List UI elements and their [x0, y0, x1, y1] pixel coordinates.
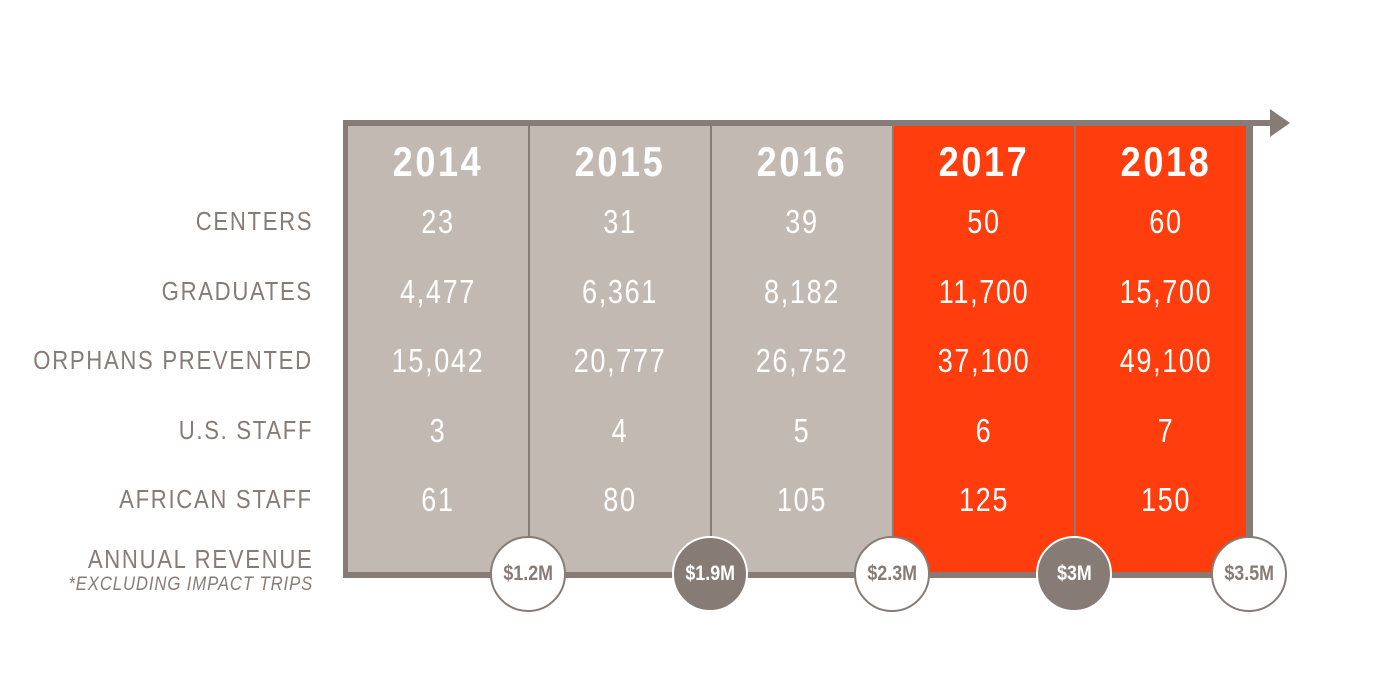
- year-column-2018: [1076, 126, 1246, 572]
- revenue-badge: $3.5M: [1211, 536, 1287, 612]
- data-cell: 26,752: [755, 342, 849, 379]
- revenue-badge: $1.2M: [490, 536, 566, 612]
- row-label: ORPHANS PREVENTED: [33, 345, 313, 375]
- revenue-badge-value: $3.5M: [1224, 562, 1274, 585]
- column-divider: [892, 126, 894, 572]
- frame-left-edge: [343, 120, 348, 578]
- data-cell: 80: [603, 481, 637, 518]
- data-cell: 39: [785, 203, 819, 240]
- data-cell: 15,042: [391, 342, 485, 379]
- year-header: 2015: [574, 138, 666, 185]
- row-label: GRADUATES: [161, 276, 313, 306]
- data-cell: 3: [429, 412, 447, 449]
- data-cell: 31: [603, 203, 637, 240]
- row-label: AFRICAN STAFF: [119, 484, 313, 514]
- data-cell: 4: [611, 412, 629, 449]
- data-cell: 23: [421, 203, 455, 240]
- timeline-arrow-line: [343, 120, 1273, 126]
- revenue-badge: $2.3M: [854, 536, 930, 612]
- data-cell: 37,100: [937, 342, 1031, 379]
- data-cell: 4,477: [400, 273, 476, 310]
- year-header: 2017: [938, 138, 1030, 185]
- arrow-right-icon: [1270, 109, 1290, 137]
- year-header: 2018: [1120, 138, 1212, 185]
- data-cell: 5: [793, 412, 811, 449]
- row-label: CENTERS: [195, 206, 313, 236]
- data-cell: 150: [1140, 481, 1192, 518]
- data-cell: 20,777: [573, 342, 667, 379]
- revenue-badge-value: $3M: [1056, 562, 1092, 585]
- column-divider: [528, 126, 530, 572]
- year-header: 2014: [392, 138, 484, 185]
- data-cell: 6: [975, 412, 993, 449]
- revenue-label: ANNUAL REVENUE: [87, 544, 313, 574]
- revenue-badge: $1.9M: [672, 536, 748, 612]
- data-cell: 105: [776, 481, 828, 518]
- revenue-badge-value: $1.9M: [685, 562, 735, 585]
- data-cell: 60: [1149, 203, 1183, 240]
- data-cell: 7: [1157, 412, 1175, 449]
- revenue-badge-value: $1.2M: [503, 562, 553, 585]
- data-cell: 125: [958, 481, 1010, 518]
- year-column-2017: [894, 126, 1074, 572]
- data-cell: 6,361: [582, 273, 658, 310]
- column-divider: [710, 126, 712, 572]
- revenue-badge: $3M: [1036, 536, 1112, 612]
- year-column-2015: [530, 126, 710, 572]
- data-cell: 15,700: [1119, 273, 1213, 310]
- revenue-badge-value: $2.3M: [867, 562, 917, 585]
- data-cell: 50: [967, 203, 1001, 240]
- revenue-footnote: *EXCLUDING IMPACT TRIPS: [68, 574, 313, 595]
- row-label: U.S. STAFF: [178, 415, 313, 445]
- frame-right-edge: [1246, 120, 1253, 578]
- data-cell: 11,700: [938, 273, 1030, 310]
- year-column-2014: [348, 126, 528, 572]
- timeline-base-line: [343, 572, 1253, 578]
- column-divider: [1074, 126, 1076, 572]
- data-cell: 61: [421, 481, 455, 518]
- year-column-2016: [712, 126, 892, 572]
- year-header: 2016: [756, 138, 848, 185]
- data-cell: 8,182: [764, 273, 840, 310]
- data-cell: 49,100: [1119, 342, 1213, 379]
